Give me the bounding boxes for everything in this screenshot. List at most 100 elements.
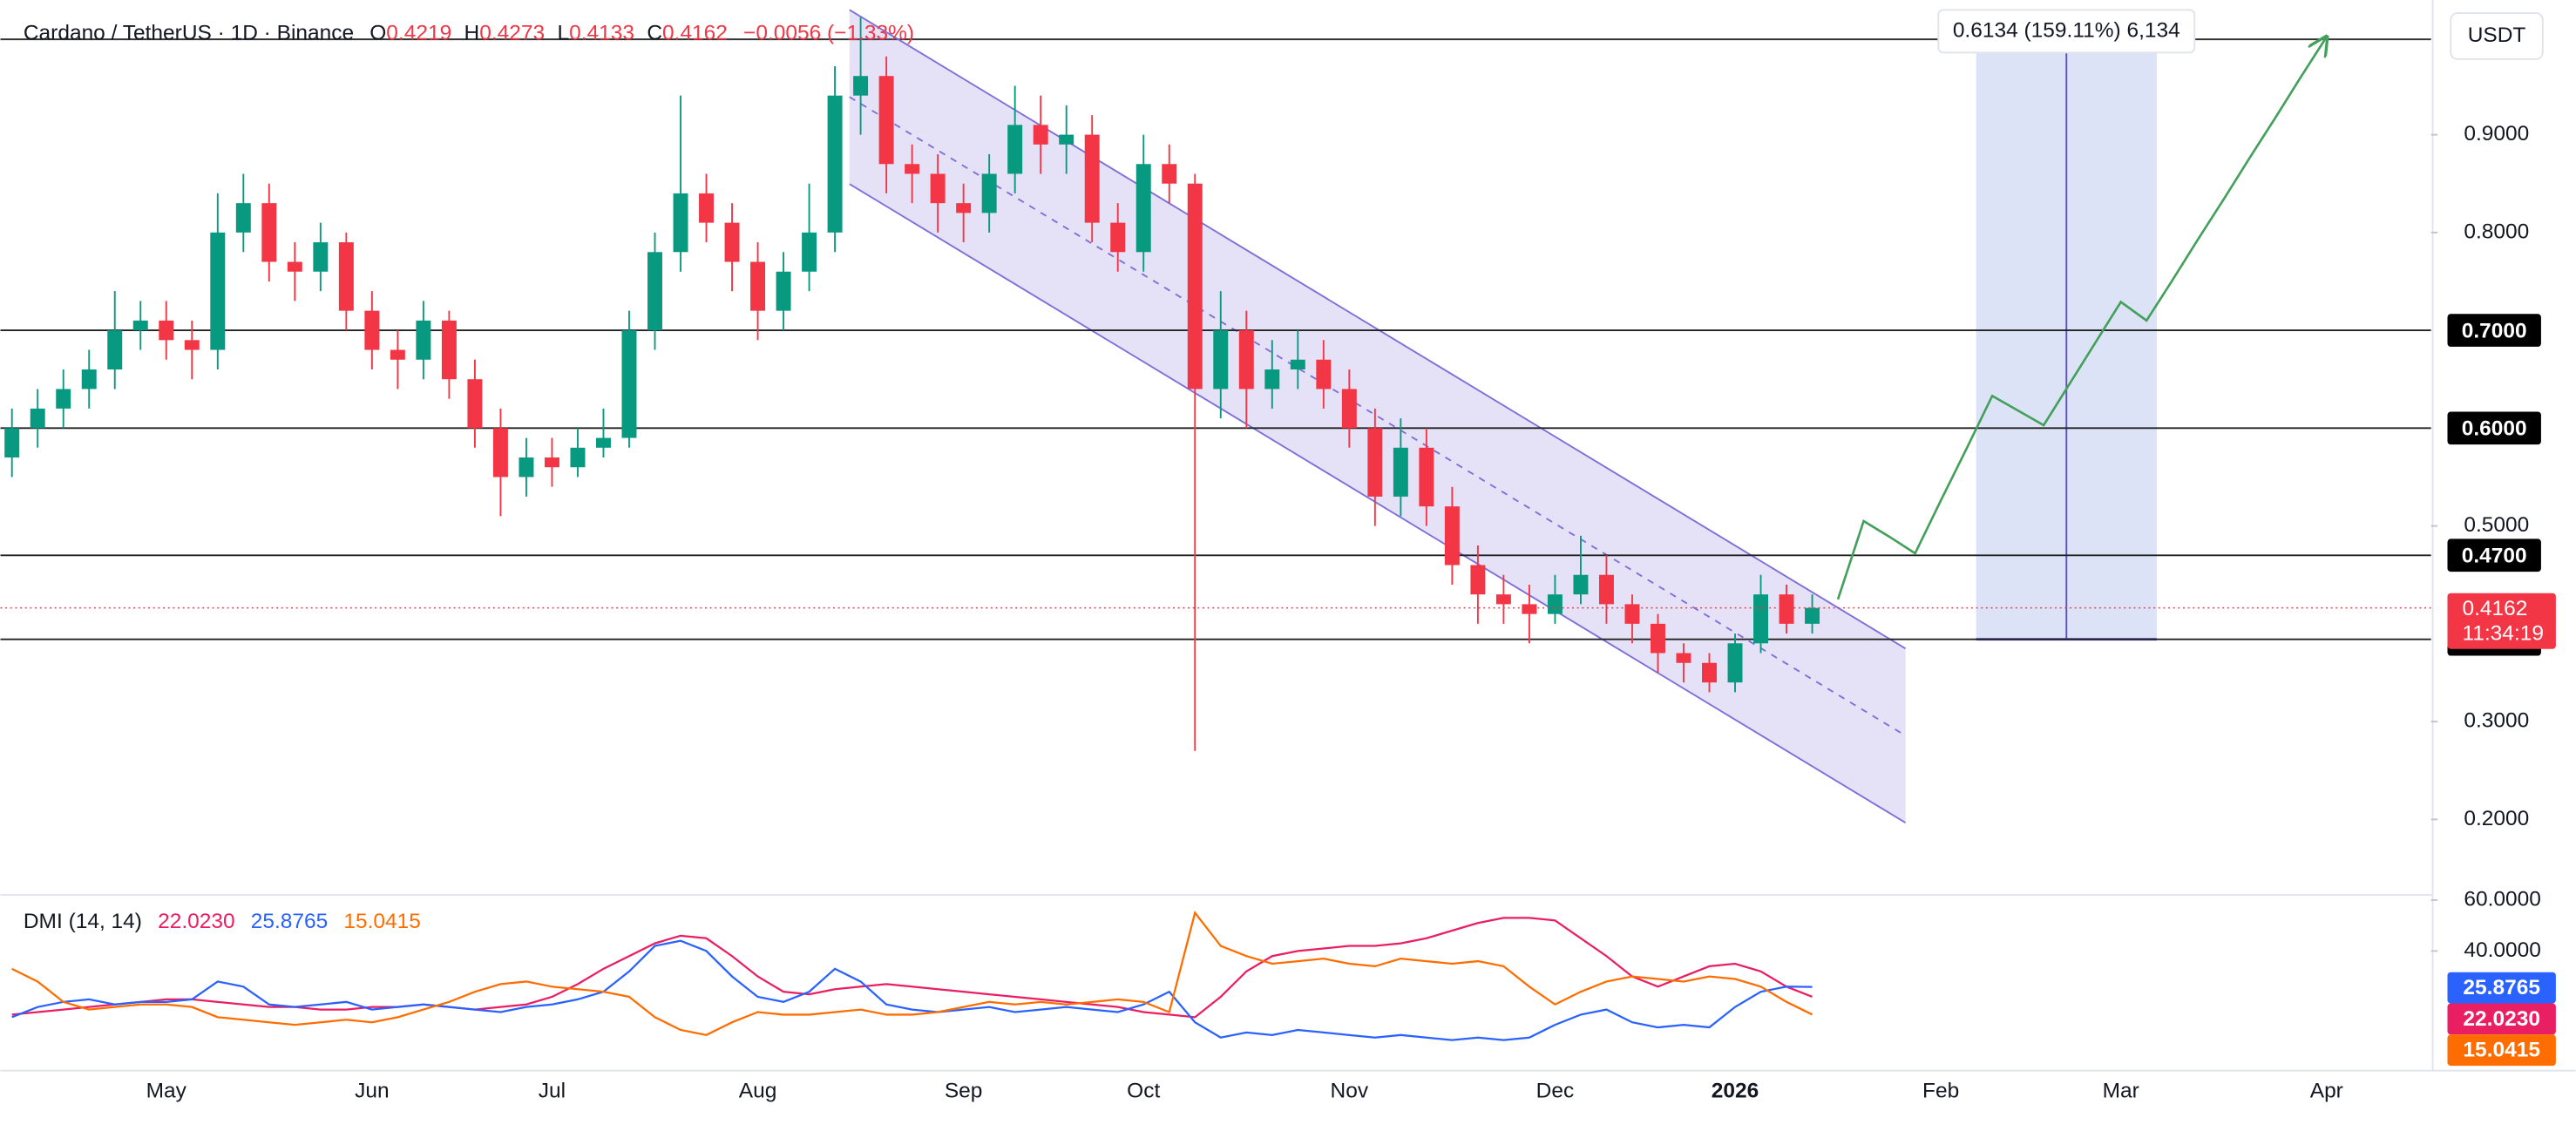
- candle-body: [1495, 594, 1511, 605]
- dmi-y-tick-label: 60.0000: [2464, 887, 2541, 911]
- candle-body: [1419, 447, 1434, 507]
- candle-body: [956, 203, 972, 213]
- channel-lower: [849, 183, 1907, 823]
- dmi-value-label: 22.0230: [2463, 1007, 2540, 1031]
- dmi-value-box: [2447, 1003, 2556, 1035]
- candle-body: [621, 330, 637, 438]
- candle-body: [81, 369, 97, 389]
- candle-body: [441, 320, 457, 380]
- candle-body: [1187, 183, 1203, 389]
- projection-line: [1836, 37, 2327, 600]
- candle-body: [853, 76, 869, 96]
- candle-body: [390, 349, 405, 360]
- candle-body: [261, 203, 277, 262]
- indicator-value: 25.8765: [251, 911, 329, 934]
- dmi-line: [11, 939, 1813, 1041]
- candle-body: [1290, 359, 1305, 369]
- candle-body: [1727, 643, 1743, 683]
- candle-body: [1522, 604, 1537, 614]
- candle-body: [184, 340, 200, 350]
- x-tick-label: 2026: [1712, 1080, 1759, 1103]
- candle-body: [210, 232, 226, 350]
- candle-body: [1059, 134, 1074, 145]
- ohlc-key: O: [369, 22, 386, 45]
- x-tick-label: Jul: [539, 1080, 566, 1103]
- dmi-y-tick-label: 40.0000: [2464, 938, 2541, 962]
- candle-body: [878, 76, 894, 165]
- last-price-box: [2447, 593, 2556, 649]
- candle-body: [776, 271, 791, 311]
- unit-box: [2450, 12, 2544, 60]
- candle-body: [905, 164, 920, 174]
- candle-body: [107, 330, 123, 369]
- dmi-line: [11, 917, 1813, 1019]
- candle-body: [981, 173, 997, 213]
- candle-body: [1341, 389, 1357, 429]
- change: −0.0056 (−1.33%): [743, 22, 914, 45]
- y-tick-label: 0.5000: [2464, 513, 2529, 537]
- indicator-value: 15.0415: [343, 911, 421, 934]
- candle-body: [1033, 125, 1048, 145]
- y-tick-label: 0.2000: [2464, 807, 2529, 830]
- measure-label-box: [1937, 9, 2196, 54]
- dmi-value-box: [2447, 1034, 2556, 1067]
- ohlc-key: L: [557, 22, 569, 45]
- candle-body: [1624, 604, 1640, 624]
- candle-body: [338, 242, 354, 311]
- y-tick-label: 0.8000: [2464, 220, 2529, 243]
- candle-body: [724, 222, 740, 262]
- candle-body: [1264, 369, 1280, 389]
- background-layer: [0, 9, 2431, 823]
- ohlc-value: 0.4162: [662, 22, 728, 45]
- candle-body: [1702, 662, 1717, 683]
- last-price-label: 0.4162: [2462, 597, 2527, 620]
- countdown: 11:34:19: [2462, 621, 2544, 645]
- candle-body: [544, 457, 559, 468]
- symbol: Cardano / TetherUS · 1D · Binance: [24, 22, 354, 45]
- candle-body: [132, 320, 148, 331]
- candle-body: [1135, 164, 1151, 253]
- indicator-title: DMI (14, 14): [24, 911, 142, 934]
- x-tick-label: Apr: [2310, 1080, 2343, 1103]
- candle-body: [1316, 359, 1332, 389]
- x-tick-label: Feb: [1922, 1080, 1959, 1103]
- candle-body: [1367, 428, 1383, 497]
- ohlc-key: H: [464, 22, 480, 45]
- measure-label: 0.6134 (159.11%) 6,134: [1953, 18, 2180, 42]
- x-tick-label: Oct: [1127, 1080, 1160, 1103]
- y-tick-label: 0.3000: [2464, 709, 2529, 733]
- level-label-box: [2447, 314, 2541, 347]
- candle-body: [570, 447, 586, 468]
- candle-body: [1598, 574, 1614, 605]
- candle-body: [673, 193, 688, 253]
- x-tick-label: Jun: [355, 1080, 389, 1103]
- candle-body: [467, 379, 483, 429]
- x-tick-label: Sep: [945, 1080, 983, 1103]
- candle-body: [1110, 222, 1126, 253]
- dmi-value-box: [2447, 972, 2556, 1004]
- candle-body: [1393, 447, 1408, 497]
- x-tick-label: Nov: [1331, 1080, 1369, 1103]
- candle-body: [1444, 506, 1460, 566]
- candle-body: [930, 173, 946, 204]
- label-layer: 0.70000.60000.47000.38410.90000.80000.50…: [146, 9, 2556, 1103]
- candle-body: [1805, 607, 1820, 624]
- candle-body: [1007, 125, 1023, 174]
- level-label: 0.4700: [2462, 545, 2527, 568]
- level-label-box: [2447, 411, 2541, 445]
- indicator-legend: DMI (14, 14) 22.0230 25.8765 15.0415: [24, 911, 421, 934]
- candle-body: [1573, 574, 1589, 595]
- x-tick-label: Dec: [1536, 1080, 1575, 1103]
- candle-body: [519, 457, 534, 478]
- level-label: 0.6000: [2462, 417, 2527, 441]
- x-tick-label: Aug: [739, 1080, 777, 1103]
- candle-body: [1779, 594, 1794, 624]
- candle-body: [647, 252, 662, 331]
- candle-body: [1084, 134, 1100, 223]
- candle-body: [4, 428, 20, 458]
- ohlc-value: 0.4133: [569, 22, 634, 45]
- channel: [849, 10, 1906, 823]
